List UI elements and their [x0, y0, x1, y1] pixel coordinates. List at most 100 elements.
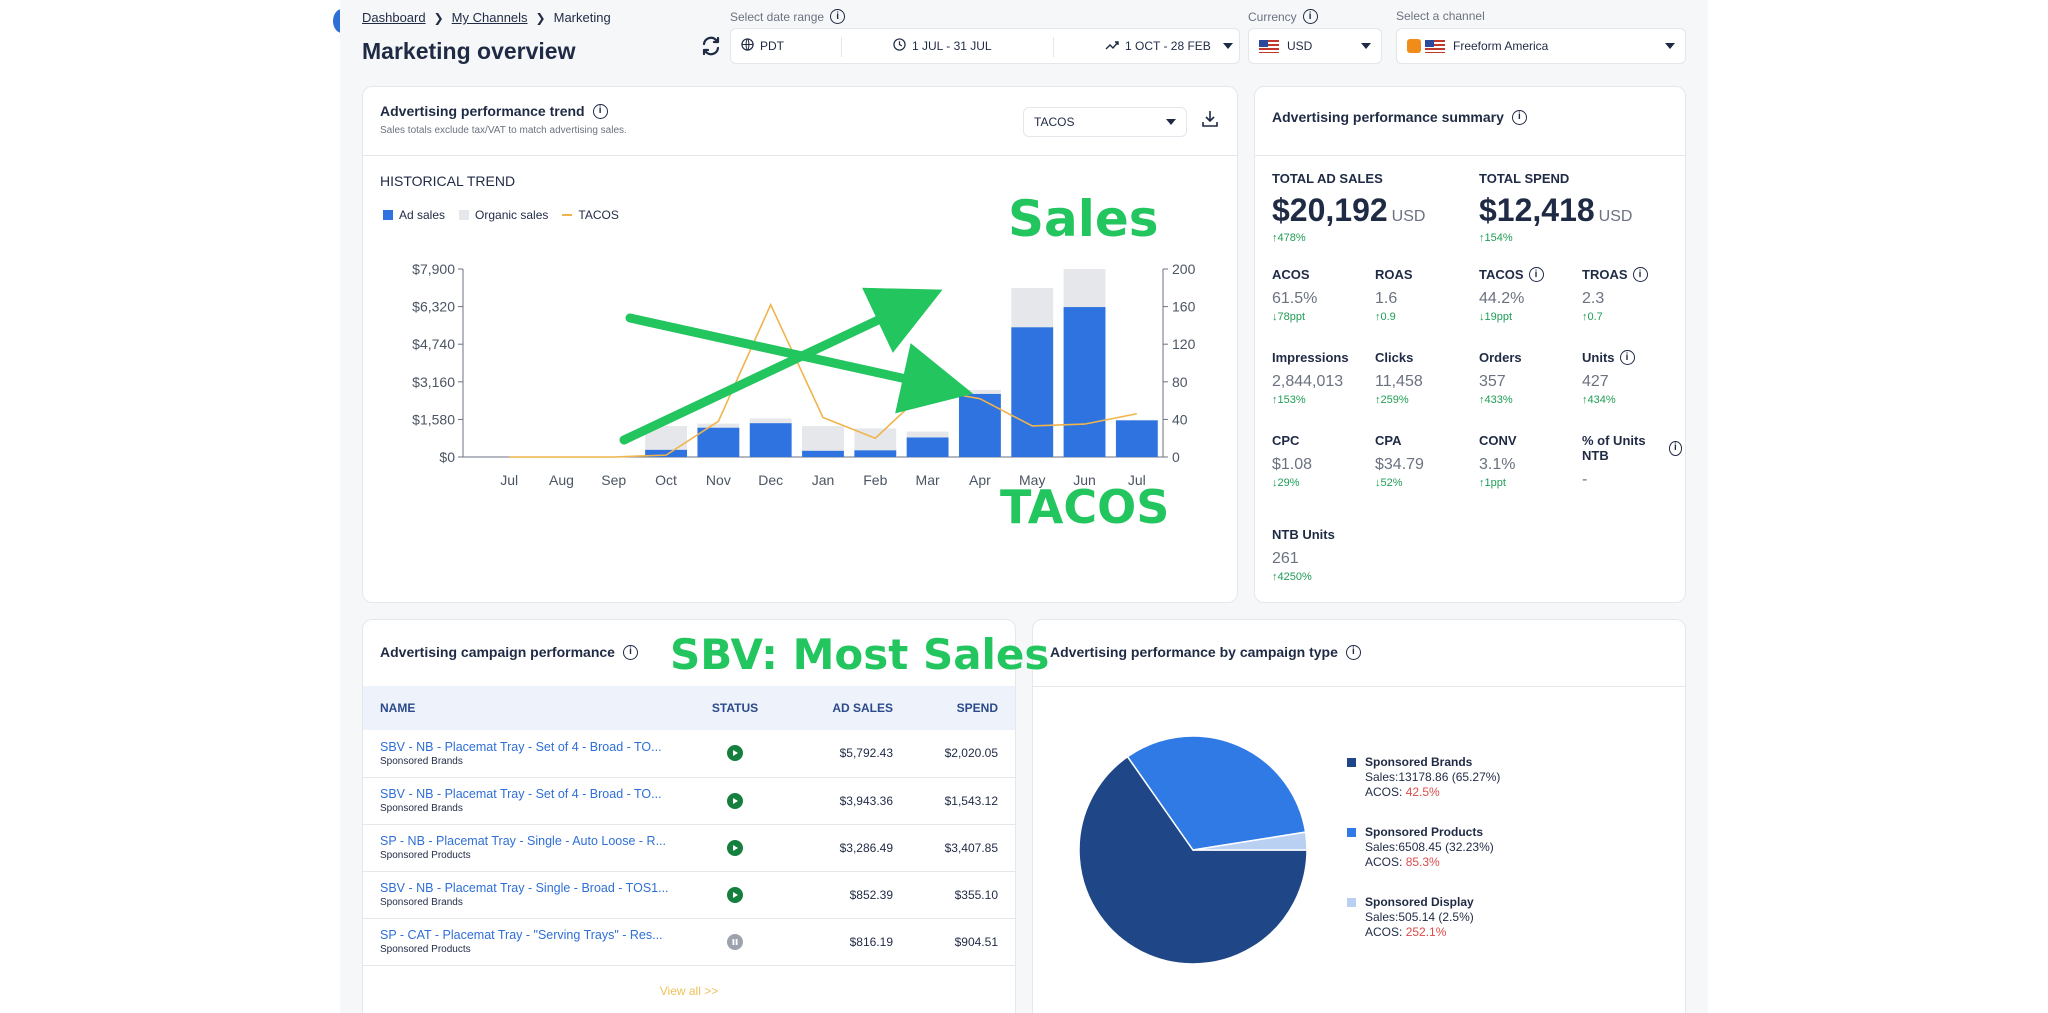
currency-value: USD	[1287, 39, 1313, 53]
x-tick-label: Jul	[500, 472, 518, 488]
currency-label-text: Currency	[1248, 9, 1297, 24]
table-row[interactable]: SP - CAT - Placemat Tray - "Serving Tray…	[363, 918, 1015, 966]
chevron-down-icon	[1665, 43, 1675, 49]
stat--of-units-ntb: % of Units NTB i -	[1582, 433, 1682, 492]
campaign-name-link[interactable]: SP - NB - Placemat Tray - Single - Auto …	[380, 834, 666, 848]
total-ad-sales-label: TOTAL AD SALES	[1272, 171, 1383, 186]
pie-legend-sales: Sales:505.14 (2.5%)	[1365, 910, 1474, 924]
acos-label: ACOS:	[1365, 855, 1406, 869]
column-header-status[interactable]: STATUS	[690, 686, 780, 730]
currency-select[interactable]: USD	[1248, 28, 1382, 64]
download-icon[interactable]	[1201, 109, 1219, 134]
stat-conv: CONV 3.1% ↑1ppt	[1479, 433, 1579, 489]
channel-value: Freeform America	[1453, 39, 1549, 53]
stat-label-text: CPA	[1375, 433, 1402, 448]
info-icon[interactable]: i	[1632, 267, 1648, 282]
date-compare-value: 1 OCT - 28 FEB	[1125, 39, 1211, 53]
breadcrumb-dashboard[interactable]: Dashboard	[362, 10, 426, 25]
total-ad-sales-delta: ↑478%	[1272, 232, 1306, 244]
stat-value: $1.08	[1272, 456, 1313, 473]
y-tick-label: $7,900	[412, 261, 455, 277]
divider	[363, 155, 1237, 156]
refresh-icon[interactable]	[700, 34, 722, 64]
chart-legend: Ad sales Organic sales TACOS	[383, 208, 619, 222]
stat-acos: ACOS 61.5% ↓78ppt	[1272, 267, 1372, 323]
x-tick-label: Jul	[1128, 472, 1146, 488]
timezone-value: PDT	[760, 39, 784, 53]
ntb-units: NTB Units 261 ↑4250%	[1272, 527, 1335, 583]
play-icon[interactable]	[727, 839, 743, 856]
info-icon[interactable]: i	[1345, 644, 1361, 660]
stat-delta: ↓78ppt	[1272, 311, 1306, 323]
timezone-select[interactable]: PDT	[741, 38, 784, 54]
ntb-units-value: 261	[1272, 550, 1299, 567]
legend-swatch	[383, 210, 393, 220]
info-icon[interactable]: i	[1528, 267, 1544, 282]
trend-card: Advertising performance trend i Sales to…	[362, 86, 1238, 603]
x-tick-label: Feb	[863, 472, 887, 488]
info-icon[interactable]: i	[592, 103, 608, 119]
x-tick-label: Jun	[1073, 472, 1096, 488]
column-header-spend[interactable]: SPEND	[910, 686, 1015, 730]
pie-legend-name: Sponsored Brands	[1365, 755, 1473, 769]
campaign-name-link[interactable]: SBV - NB - Placemat Tray - Set of 4 - Br…	[380, 739, 662, 754]
column-header-ad-sales[interactable]: AD SALES	[780, 686, 910, 730]
y2-tick-label: 120	[1172, 336, 1196, 352]
legend-label: Organic sales	[475, 208, 549, 222]
stat-value: -	[1582, 471, 1588, 488]
table-row[interactable]: SBV - NB - Placemat Tray - Single - Broa…	[363, 871, 1015, 919]
campaign-status-cell	[690, 777, 780, 825]
play-icon[interactable]	[727, 792, 743, 809]
channel-label-text: Select a channel	[1396, 9, 1485, 23]
total-spend-label: TOTAL SPEND	[1479, 171, 1570, 186]
stat-troas: TROAS i 2.3 ↑0.7	[1582, 267, 1682, 323]
stat-label: CPA	[1375, 433, 1475, 448]
campaign-name-link[interactable]: SP - CAT - Placemat Tray - "Serving Tray…	[380, 928, 663, 942]
campaign-title-text: Advertising campaign performance	[380, 644, 615, 660]
total-spend-value: $12,418	[1479, 192, 1595, 228]
bar-ad-sales	[906, 437, 949, 457]
channel-select[interactable]: Freeform America	[1396, 28, 1686, 64]
chevron-right-icon: ❯	[433, 10, 444, 25]
pie-legend-item: Sponsored Display Sales:505.14 (2.5%) ACOS…	[1347, 895, 1565, 940]
campaign-ad-sales: $5,792.43	[780, 730, 910, 778]
info-icon[interactable]: i	[1668, 440, 1682, 456]
play-icon[interactable]	[727, 745, 743, 762]
info-icon[interactable]: i	[1619, 350, 1635, 365]
metric-select[interactable]: TACOS	[1023, 107, 1187, 137]
stat-roas: ROAS 1.6 ↑0.9	[1375, 267, 1475, 323]
stat-value: 2,844,013	[1272, 373, 1344, 390]
date-compare[interactable]: 1 OCT - 28 FEB	[1105, 39, 1233, 54]
campaign-name-link[interactable]: SBV - NB - Placemat Tray - Single - Broa…	[380, 881, 669, 895]
y2-tick-label: 200	[1172, 261, 1196, 277]
campaign-name-link[interactable]: SBV - NB - Placemat Tray - Set of 4 - Br…	[380, 787, 662, 801]
bar-ad-sales	[1063, 307, 1106, 457]
info-icon[interactable]: i	[1511, 109, 1527, 125]
total-spend: TOTAL SPEND $12,418 USD ↑154%	[1479, 171, 1632, 244]
table-row[interactable]: SBV - NB - Placemat Tray - Set of 4 - Br…	[363, 777, 1015, 825]
stat-label: Clicks	[1375, 350, 1475, 365]
info-icon[interactable]: i	[622, 644, 638, 660]
play-icon[interactable]	[727, 886, 743, 903]
annotation-arrows	[619, 287, 974, 445]
date-range-picker[interactable]: PDT 1 JUL - 31 JUL 1 OCT - 28 FEB	[730, 28, 1240, 64]
pause-icon[interactable]	[727, 933, 743, 950]
x-tick-label: Oct	[655, 472, 677, 488]
stat-delta: ↓29%	[1272, 477, 1300, 489]
amazon-icon	[1407, 39, 1421, 53]
table-row[interactable]: SBV - NB - Placemat Tray - Set of 4 - Br…	[363, 730, 1015, 778]
column-header-name[interactable]: NAME	[363, 686, 690, 730]
campaign-spend: $355.10	[910, 871, 1015, 919]
info-icon[interactable]: i	[1302, 9, 1318, 24]
acos-label: ACOS:	[1365, 785, 1406, 799]
table-row[interactable]: SP - NB - Placemat Tray - Single - Auto …	[363, 824, 1015, 872]
info-icon[interactable]: i	[830, 9, 846, 24]
y2-tick-label: 40	[1172, 411, 1188, 427]
x-tick-label: Mar	[916, 472, 940, 488]
stat-label: ROAS	[1375, 267, 1475, 282]
breadcrumb-my-channels[interactable]: My Channels	[451, 10, 528, 25]
pie-legend-acos: ACOS: 85.3%	[1365, 855, 1565, 870]
date-primary[interactable]: 1 JUL - 31 JUL	[893, 38, 992, 54]
view-all-link[interactable]: View all >>	[659, 984, 719, 998]
stat-label: % of Units NTB i	[1582, 433, 1682, 463]
